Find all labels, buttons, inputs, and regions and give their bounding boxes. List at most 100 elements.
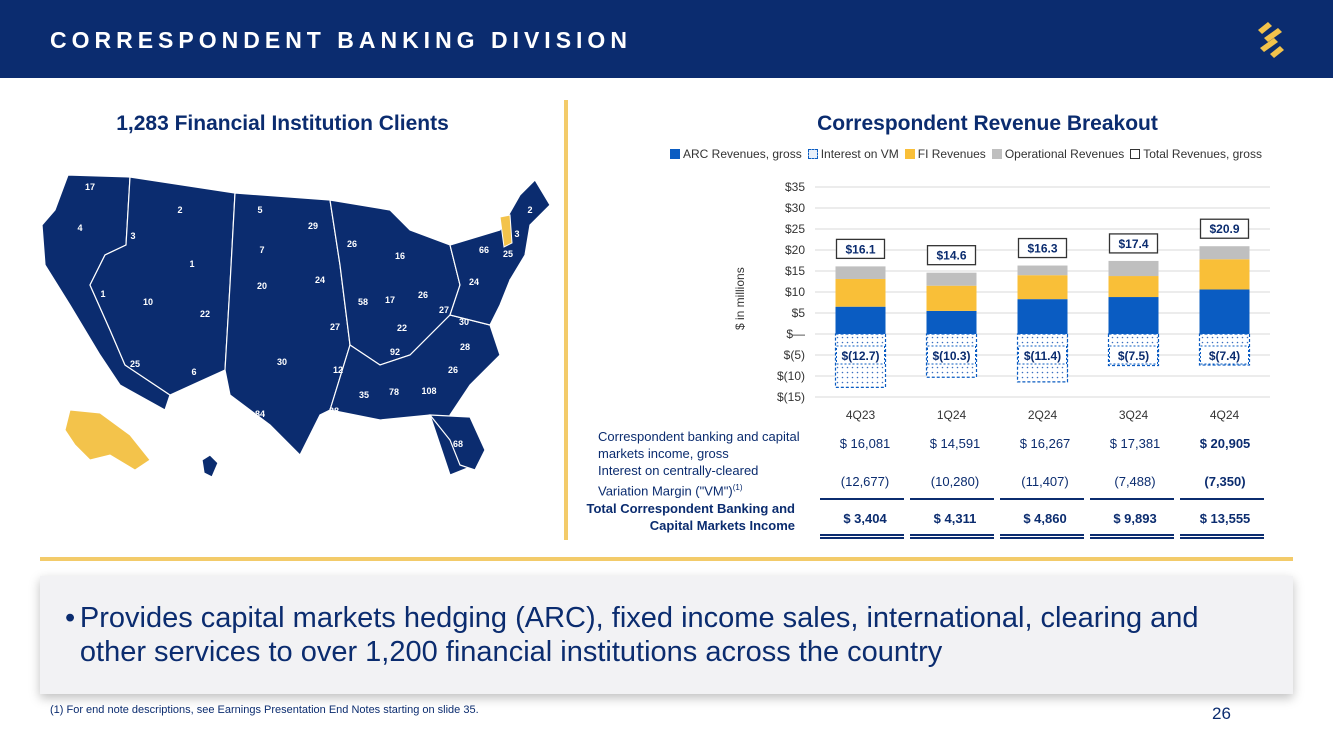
table-rule — [910, 534, 994, 536]
table-rule — [1090, 537, 1174, 539]
y-tick-label: $(5) — [784, 348, 805, 362]
map-east-region — [449, 179, 551, 326]
y-tick-label: $20 — [785, 243, 805, 257]
row3-label: Total Correspondent Banking and Capital … — [586, 501, 796, 533]
bar-operational — [1108, 260, 1159, 277]
row2-label: Interest on centrally-cleared Variation … — [598, 463, 759, 499]
map-count-label: 24 — [469, 277, 479, 287]
map-count-label: 3 — [130, 231, 135, 241]
map-count-label: 27 — [439, 305, 449, 315]
table-cell-row2: (12,677) — [840, 474, 890, 489]
total-label-box — [1017, 237, 1068, 259]
map-alaska-highlight — [64, 409, 151, 471]
section-divider — [564, 100, 568, 540]
legend-total: Total Revenues, gross — [1130, 147, 1262, 161]
map-count-label: 28 — [329, 406, 339, 416]
table-cell-row3: $ 4,311 — [933, 511, 977, 526]
map-count-label: 30 — [459, 317, 469, 327]
table-rule — [820, 498, 904, 500]
vm-label-box — [1200, 345, 1249, 365]
x-category-label: 4Q23 — [846, 408, 876, 422]
map-title: 1,283 Financial Institution Clients — [116, 112, 449, 135]
table-cell-row2: (10,280) — [930, 474, 980, 489]
page-title: CORRESPONDENT BANKING DIVISION — [50, 27, 632, 53]
page-number: 26 — [1212, 704, 1231, 723]
table-cell-row3: $ 4,860 — [1023, 511, 1067, 526]
map-count-label: 17 — [385, 295, 395, 305]
map-count-label: 20 — [257, 281, 267, 291]
callout-text: Provides capital markets hedging (ARC), … — [79, 602, 1199, 668]
chart-title: Correspondent Revenue Breakout — [817, 112, 1158, 135]
vm-label-box — [1109, 345, 1158, 365]
map-count-label: 5 — [257, 205, 262, 215]
x-category-label: 3Q24 — [1119, 408, 1149, 422]
table-cell-row1: $ 20,905 — [1199, 436, 1251, 451]
total-label-box — [1108, 233, 1159, 254]
map-count-label: 31 — [509, 277, 519, 287]
map-count-label: 35 — [359, 390, 369, 400]
table-cell-row3: $ 3,404 — [843, 511, 887, 526]
chart-legend: ARC Revenues, gross Interest on VM FI Re… — [670, 147, 1290, 161]
map-count-label: 26 — [418, 290, 428, 300]
map-count-label: 19 — [507, 307, 517, 317]
bar-operational — [835, 266, 886, 279]
table-rule — [1180, 537, 1264, 539]
vm-data-label: $(10.3) — [932, 349, 970, 363]
vm-label-box — [836, 345, 885, 365]
vm-data-label: $(11.4) — [1024, 349, 1061, 363]
y-tick-label: $15 — [785, 264, 805, 278]
table-rule — [1090, 534, 1174, 536]
y-tick-label: $10 — [785, 285, 805, 299]
y-tick-label: $5 — [792, 306, 806, 320]
legend-operational: Operational Revenues — [991, 147, 1124, 161]
header-bar: CORRESPONDENT BANKING DIVISION — [0, 0, 1333, 78]
x-category-label: 2Q24 — [1028, 408, 1058, 422]
map-count-label: 2 — [527, 205, 532, 215]
map-count-label: 7 — [259, 245, 264, 255]
table-cell-row1: $ 16,081 — [839, 436, 891, 451]
total-data-label: $14.6 — [936, 249, 966, 263]
table-cell-row1: $ 14,591 — [929, 436, 981, 451]
map-count-label: 26 — [448, 365, 458, 375]
table-cell-row1: $ 17,381 — [1109, 436, 1161, 451]
map-count-label: 12 — [333, 365, 343, 375]
y-tick-label: $35 — [785, 180, 805, 194]
table-rule — [910, 537, 994, 539]
map-count-label: 6 — [520, 265, 525, 275]
map-count-label: 30 — [277, 357, 287, 367]
map-count-label: 66 — [479, 245, 489, 255]
bar-fi — [1108, 276, 1159, 298]
table-rule — [820, 537, 904, 539]
map-count-label: 84 — [255, 409, 265, 419]
map-count-label: 27 — [330, 322, 340, 332]
map-count-label: 22 — [200, 309, 210, 319]
total-label-box — [1199, 218, 1250, 239]
legend-vm: Interest on VM — [807, 147, 899, 161]
map-florida — [428, 414, 486, 471]
table-rule — [1180, 534, 1264, 536]
row2-footnote-ref: (1) — [732, 483, 743, 492]
map-count-label: 58 — [358, 297, 368, 307]
vm-label-box — [1018, 345, 1067, 365]
map-count-label: 1 — [189, 259, 194, 269]
map-count-label: 92 — [390, 347, 400, 357]
vm-data-label: $(7.5) — [1118, 349, 1149, 363]
map-count-label: 25 — [503, 249, 513, 259]
bar-fi — [1199, 259, 1250, 290]
vm-label-box — [927, 345, 976, 365]
map-count-label: 4 — [77, 223, 82, 233]
total-label-box — [926, 245, 977, 266]
table-rule — [1000, 537, 1084, 539]
table-cell-row2: (7,488) — [1114, 474, 1156, 489]
map-count-label: 26 — [347, 239, 357, 249]
bar-fi — [1017, 275, 1068, 300]
map-count-label: 6 — [500, 319, 505, 329]
table-cell-row2: (11,407) — [1021, 474, 1069, 489]
table-rule — [910, 498, 994, 500]
y-tick-label: $(10) — [777, 369, 805, 383]
gold-separator — [40, 557, 1293, 561]
bar-operational — [926, 272, 977, 286]
table-rule — [1000, 534, 1084, 536]
map-count-label: 2 — [177, 205, 182, 215]
total-data-label: $16.1 — [845, 242, 875, 256]
